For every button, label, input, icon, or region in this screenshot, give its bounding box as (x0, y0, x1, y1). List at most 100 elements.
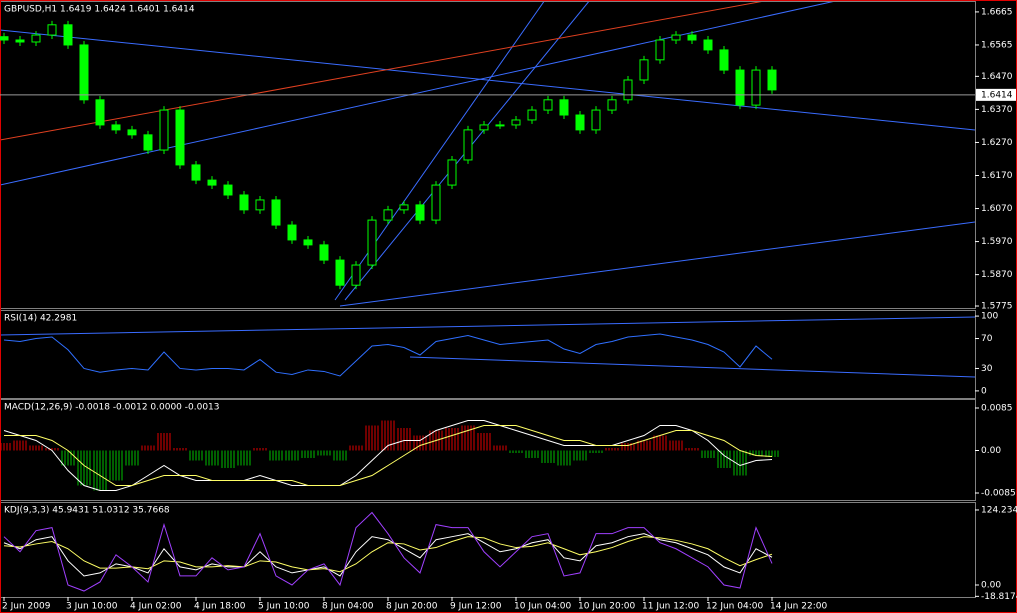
candle-body (415, 204, 425, 221)
y-tick-label: 0.00 (981, 580, 1001, 590)
candle-body (159, 109, 169, 151)
candle-body (479, 124, 489, 131)
last-price-label: 1.6414 (981, 90, 1013, 100)
candle-body (559, 99, 569, 116)
x-tick-label: 2 Jun 2009 (2, 602, 51, 612)
candle-body (591, 109, 601, 131)
x-tick-label: 10 Jun 20:00 (578, 602, 635, 612)
candle-body (303, 239, 313, 246)
candle-body (655, 39, 665, 61)
panel-title: GBPUSD,H1 1.6419 1.6424 1.6401 1.6414 (4, 5, 195, 15)
candle-body (95, 99, 105, 126)
y-tick-label: 70 (981, 334, 993, 344)
y-tick-label: 1.6470 (981, 72, 1013, 82)
x-tick-label: 4 Jun 02:00 (130, 602, 182, 612)
y-tick-label: 1.6270 (981, 138, 1013, 148)
candle-body (31, 34, 41, 43)
y-tick-label: 0.0085 (981, 404, 1013, 414)
candle-body (607, 99, 617, 111)
y-tick-label: 0 (981, 386, 987, 396)
candle-body (287, 224, 297, 241)
y-tick-label: 1.6070 (981, 204, 1013, 214)
x-tick-label: 8 Jun 20:00 (386, 602, 438, 612)
x-tick-label: 3 Jun 10:00 (66, 602, 118, 612)
candle-body (751, 69, 761, 106)
panel-title: KDJ(9,3,3) 45.9431 51.0312 35.7668 (4, 506, 170, 516)
y-tick-label: 1.6370 (981, 105, 1013, 115)
candle-body (255, 199, 265, 211)
panel-title: MACD(12,26,9) -0.0018 -0.0012 0.0000 -0.… (4, 403, 220, 413)
y-tick-label: 1.5970 (981, 237, 1013, 247)
candle-body (47, 24, 57, 36)
y-tick-label: 100 (981, 312, 998, 322)
candle-body (447, 159, 457, 186)
candle-body (463, 129, 473, 161)
y-tick-label: 1.5775 (981, 302, 1013, 312)
y-tick-label: 1.6170 (981, 171, 1013, 181)
candle-body (431, 184, 441, 221)
candle-body (527, 109, 537, 121)
indicator-line (3, 333, 773, 377)
candle-body (127, 129, 137, 136)
y-tick-label: 1.6565 (981, 40, 1013, 50)
candle-body (207, 179, 217, 186)
panel-title: RSI(14) 42.2981 (4, 314, 77, 324)
candle-body (335, 259, 345, 286)
x-tick-label: 9 Jun 12:00 (450, 602, 502, 612)
candle-body (383, 209, 393, 221)
candle-body (223, 184, 233, 196)
y-tick-label: 124.234 (981, 505, 1017, 515)
candle-body (703, 39, 713, 51)
candle-body (239, 194, 249, 211)
trend-line (0, 0, 841, 186)
candle-body (735, 69, 745, 106)
candle-body (639, 59, 649, 81)
candle-body (495, 124, 505, 127)
candle-body (367, 219, 377, 266)
last-price-box (976, 88, 1016, 101)
candle-body (111, 124, 121, 131)
trend-line (409, 356, 976, 378)
candle-body (271, 199, 281, 226)
candle-body (511, 119, 521, 126)
y-tick-label: 30 (981, 364, 993, 374)
y-tick-label: 1.6665 (981, 7, 1013, 17)
candle-body (543, 99, 553, 111)
indicator-line (4, 425, 773, 486)
candle-body (575, 114, 585, 131)
x-tick-label: 8 Jun 04:00 (322, 602, 374, 612)
x-tick-label: 4 Jun 18:00 (194, 602, 246, 612)
candle-body (623, 79, 633, 101)
candle-body (175, 109, 185, 166)
candle-body (79, 44, 89, 101)
y-tick-label: 1.5870 (981, 270, 1013, 280)
candle-body (15, 39, 25, 43)
candle-body (719, 49, 729, 71)
y-tick-label: -0.0085 (981, 489, 1016, 499)
trend-line (0, 29, 976, 131)
indicator-line (3, 511, 773, 592)
candle-body (0, 36, 9, 41)
candle-body (191, 164, 201, 181)
x-tick-label: 12 Jun 04:00 (706, 602, 763, 612)
trend-line (0, 316, 976, 336)
x-tick-label: 14 Jun 22:00 (770, 602, 827, 612)
x-tick-label: 5 Jun 10:00 (258, 602, 310, 612)
candle-body (767, 69, 777, 91)
x-tick-label: 11 Jun 12:00 (642, 602, 699, 612)
y-tick-label: 0.00 (981, 446, 1001, 456)
candle-body (351, 264, 361, 286)
candle-body (143, 134, 153, 151)
candle-body (671, 34, 681, 41)
candle-body (63, 24, 73, 46)
x-tick-label: 10 Jun 04:00 (514, 602, 571, 612)
trend-line (339, 221, 976, 307)
candle-body (687, 34, 697, 41)
candle-body (319, 244, 329, 261)
candle-body (399, 204, 409, 211)
y-tick-label: -18.8174 (981, 592, 1017, 602)
trend-line (0, 0, 771, 141)
